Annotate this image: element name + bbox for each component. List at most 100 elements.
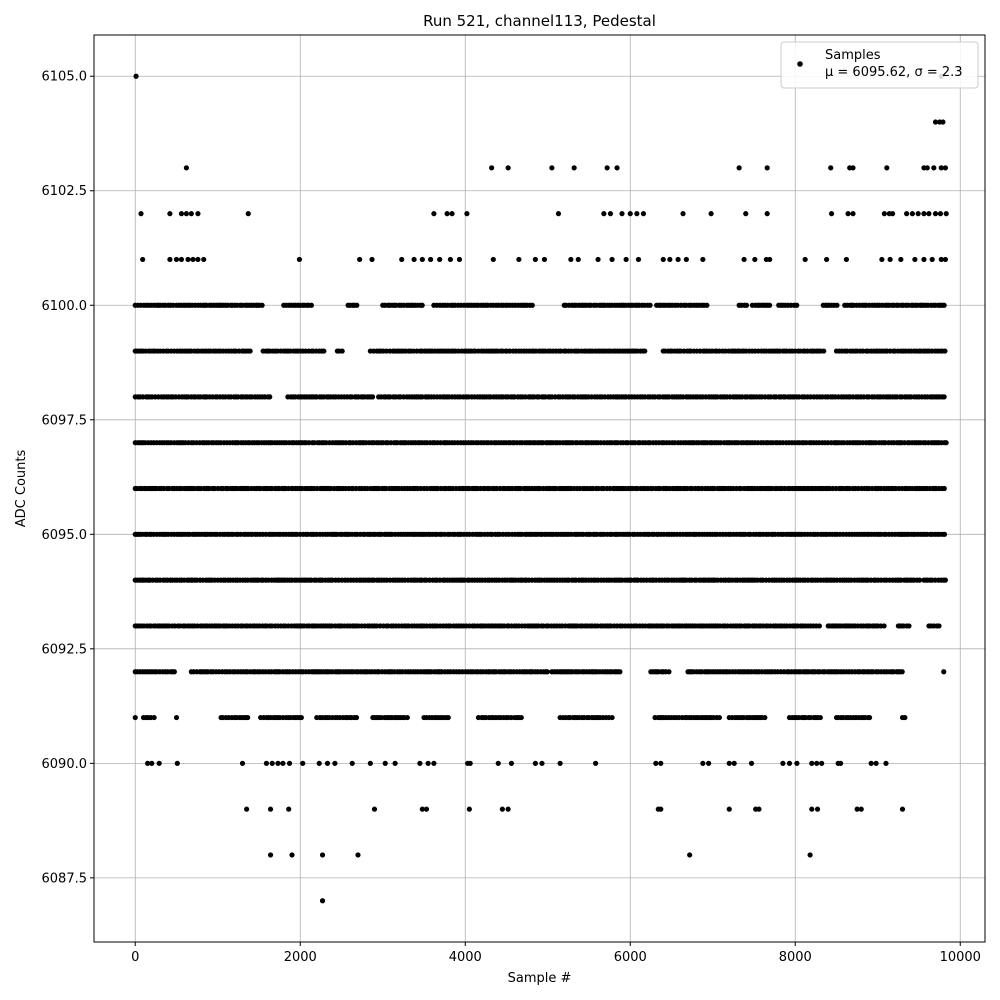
data-point (609, 256, 615, 263)
data-point (167, 256, 173, 263)
x-axis-ticks: 0 2000 4000 6000 8000 10000 (131, 942, 981, 965)
data-point (843, 256, 850, 263)
data-point (321, 348, 327, 354)
data-point (449, 211, 455, 217)
data-point (593, 760, 599, 766)
data-point (247, 348, 253, 354)
data-point (289, 852, 295, 858)
data-point (609, 714, 615, 721)
y-tick-label: 6092.5 (42, 642, 88, 657)
data-point (821, 348, 827, 354)
data-point (716, 714, 722, 721)
data-point (595, 256, 601, 263)
data-point (658, 760, 664, 766)
data-point (866, 714, 873, 721)
data-point (280, 760, 286, 766)
data-point (267, 852, 274, 858)
data-point (419, 806, 425, 812)
data-point (766, 302, 773, 308)
data-point (941, 485, 947, 492)
data-point (259, 302, 265, 308)
data-point (752, 256, 758, 263)
legend-sublabel: μ = 6095.62, σ = 2.3 (825, 65, 963, 80)
data-point (879, 256, 885, 263)
data-point (185, 256, 191, 263)
data-point (419, 256, 425, 263)
y-tick-label: 6087.5 (42, 871, 88, 886)
data-point (667, 256, 673, 263)
data-point (943, 440, 949, 446)
data-point (850, 211, 856, 217)
data-point (627, 211, 633, 217)
data-point (549, 165, 555, 171)
data-point (557, 760, 563, 766)
data-point (505, 806, 511, 812)
x-tick-label: 6000 (614, 950, 647, 965)
data-point (269, 760, 275, 766)
data-point (133, 73, 139, 79)
data-point (428, 256, 434, 263)
data-point (332, 760, 338, 766)
y-tick-label: 6090.0 (42, 757, 88, 772)
data-point (489, 165, 495, 171)
data-point (883, 760, 889, 766)
x-tick-label: 2000 (284, 950, 317, 965)
data-point (845, 211, 851, 217)
data-point (464, 211, 470, 217)
data-point (838, 760, 844, 766)
data-point (700, 256, 706, 263)
data-point (807, 852, 813, 858)
data-point (868, 760, 874, 766)
data-point (902, 714, 908, 721)
data-point (423, 806, 430, 812)
data-point (174, 760, 180, 766)
data-point (660, 256, 666, 263)
data-point (942, 165, 949, 171)
data-point (794, 760, 800, 766)
data-point (938, 256, 944, 263)
data-point (802, 256, 808, 263)
data-point (809, 806, 815, 812)
data-point (941, 302, 947, 308)
data-point (899, 806, 906, 812)
data-point (854, 806, 860, 812)
data-point (938, 165, 944, 171)
data-point (741, 256, 747, 263)
data-point (700, 760, 706, 766)
data-point (445, 714, 451, 721)
data-point (555, 211, 562, 217)
data-point (354, 302, 360, 308)
data-point (392, 760, 398, 766)
data-point (300, 760, 306, 766)
data-point (942, 348, 948, 354)
legend-marker (797, 61, 803, 67)
data-point (764, 211, 770, 217)
data-point (937, 211, 944, 217)
data-point (369, 394, 376, 400)
data-point (171, 669, 177, 675)
data-point (931, 165, 937, 171)
data-point (731, 760, 737, 766)
y-axis-ticks: 6087.5 6090.0 6092.5 6095.0 6097.5 6100.0 6102… (42, 70, 94, 886)
chart-title: Run 521, channel113, Pedestal (423, 12, 656, 30)
data-point (828, 211, 835, 217)
data-point (887, 256, 893, 263)
data-point (267, 806, 274, 812)
data-point (653, 760, 659, 766)
data-point (178, 211, 185, 217)
data-point (190, 256, 196, 263)
data-point (623, 256, 629, 263)
data-point (404, 714, 410, 721)
data-point (909, 211, 916, 217)
data-point (726, 806, 732, 812)
legend-box (780, 41, 979, 89)
data-point (767, 256, 773, 263)
data-point (915, 211, 921, 217)
data-point (926, 211, 932, 217)
plot-frame (93, 34, 986, 943)
x-tick-label: 0 (131, 950, 139, 965)
data-point (495, 760, 501, 766)
data-point (173, 256, 180, 263)
legend: Samples μ = 6095.62, σ = 2.3 (780, 41, 979, 89)
data-point (816, 623, 823, 629)
